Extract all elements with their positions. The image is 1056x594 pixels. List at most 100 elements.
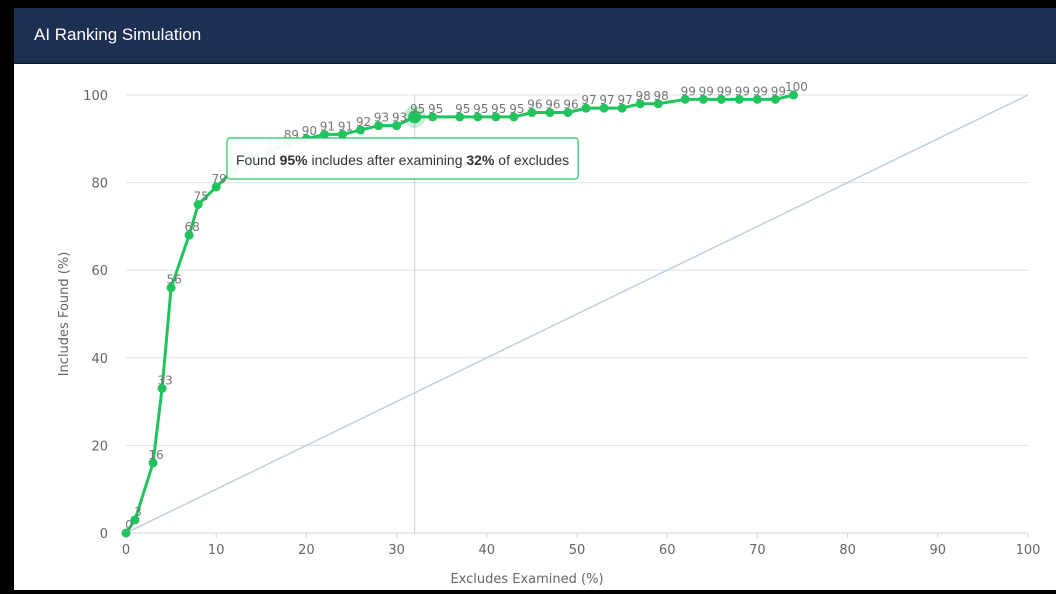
point-label-32: 99 bbox=[681, 84, 696, 98]
data-point-25 bbox=[545, 108, 555, 118]
x-tick-label-0: 0 bbox=[122, 543, 130, 558]
point-label-16: 93 bbox=[374, 111, 389, 125]
data-point-3 bbox=[157, 383, 167, 393]
data-point-24 bbox=[527, 108, 537, 118]
data-point-13 bbox=[319, 129, 329, 139]
tooltip-middle: includes after examining bbox=[308, 152, 467, 168]
highlight-point bbox=[408, 110, 422, 124]
x-axis-title: Excludes Examined (%) bbox=[450, 572, 603, 587]
series-layer bbox=[121, 90, 798, 538]
tooltip: Found 95% includes after examining 32% o… bbox=[226, 137, 579, 180]
data-point-20 bbox=[455, 112, 465, 122]
tooltip-text: Found 95% includes after examining 32% o… bbox=[236, 152, 569, 168]
data-point-31 bbox=[653, 99, 663, 109]
point-label-2: 16 bbox=[148, 448, 163, 462]
title-bar: AI Ranking Simulation bbox=[14, 8, 1056, 64]
y-tick-label-40: 40 bbox=[91, 352, 108, 367]
y-tick-label-60: 60 bbox=[91, 264, 108, 279]
x-tick-label-30: 30 bbox=[388, 543, 405, 558]
x-tick-label-70: 70 bbox=[749, 543, 766, 558]
tooltip-box bbox=[226, 137, 579, 180]
point-label-33: 99 bbox=[699, 84, 714, 98]
point-label-20: 95 bbox=[455, 102, 470, 116]
y-tick-label-100: 100 bbox=[83, 89, 108, 104]
point-label-35: 99 bbox=[735, 84, 750, 98]
x-tick-label-40: 40 bbox=[479, 543, 496, 558]
tooltip-suffix: of excludes bbox=[494, 152, 569, 168]
x-tick-label-50: 50 bbox=[569, 543, 586, 558]
tooltip-excludes-value: 32% bbox=[466, 152, 495, 168]
chart-window: AI Ranking Simulation 0 20 40 60 80 100 0 10 20 3… bbox=[14, 8, 1056, 590]
chart-title: AI Ranking Simulation bbox=[34, 25, 202, 44]
data-point-23 bbox=[509, 112, 519, 122]
point-label-19: 95 bbox=[428, 102, 443, 116]
point-label-34: 99 bbox=[717, 84, 732, 98]
baseline-line bbox=[125, 94, 1029, 534]
point-label-26: 96 bbox=[563, 98, 578, 112]
data-point-21 bbox=[473, 112, 483, 122]
point-label-37: 99 bbox=[771, 84, 786, 98]
data-point-14 bbox=[337, 129, 347, 139]
data-point-7 bbox=[211, 182, 221, 192]
point-label-12: 90 bbox=[302, 124, 317, 138]
x-tick-label-100: 100 bbox=[1016, 543, 1041, 558]
data-point-22 bbox=[491, 112, 501, 122]
data-point-29 bbox=[617, 103, 627, 113]
data-point-37 bbox=[770, 94, 780, 104]
data-point-17 bbox=[392, 121, 402, 131]
point-label-36: 99 bbox=[753, 84, 768, 98]
point-label-28: 97 bbox=[599, 93, 614, 107]
point-label-15: 92 bbox=[356, 115, 371, 129]
point-label-21: 95 bbox=[473, 102, 488, 116]
data-point-19 bbox=[428, 112, 438, 122]
data-point-34 bbox=[716, 94, 726, 104]
y-tick-label-0: 0 bbox=[100, 527, 108, 542]
point-label-0: 0 bbox=[125, 518, 133, 532]
data-point-32 bbox=[680, 94, 690, 104]
point-label-29: 97 bbox=[617, 93, 632, 107]
point-label-5: 68 bbox=[184, 220, 199, 234]
point-label-3: 33 bbox=[157, 373, 172, 387]
baseline-layer bbox=[125, 94, 1029, 534]
point-label-23: 95 bbox=[509, 102, 524, 116]
point-labels: 0316335668757987899091919293939595959595… bbox=[125, 80, 808, 532]
data-point-6 bbox=[193, 200, 203, 209]
x-tick-label-60: 60 bbox=[659, 543, 676, 558]
point-label-38: 100 bbox=[785, 80, 808, 94]
y-axis-title: Includes Found (%) bbox=[57, 252, 72, 377]
x-tick-label-10: 10 bbox=[208, 543, 225, 558]
point-label-14: 91 bbox=[338, 119, 353, 133]
tooltip-prefix: Found bbox=[236, 152, 280, 168]
grid-lines bbox=[126, 94, 1028, 446]
x-tick-label-80: 80 bbox=[839, 543, 856, 558]
point-label-30: 98 bbox=[635, 89, 650, 103]
data-point-27 bbox=[581, 103, 591, 113]
point-label-7: 79 bbox=[212, 172, 227, 186]
data-point-4 bbox=[166, 283, 176, 293]
point-label-13: 91 bbox=[320, 119, 335, 133]
point-label-4: 56 bbox=[166, 273, 181, 287]
x-tick-label-90: 90 bbox=[930, 543, 947, 558]
point-label-22: 95 bbox=[491, 102, 506, 116]
tooltip-includes-value: 95% bbox=[280, 152, 309, 168]
data-point-15 bbox=[356, 125, 366, 135]
point-label-24: 96 bbox=[527, 98, 542, 112]
y-tick-label-80: 80 bbox=[91, 177, 108, 192]
point-label-31: 98 bbox=[654, 89, 669, 103]
data-point-0 bbox=[121, 528, 131, 538]
data-point-16 bbox=[374, 121, 384, 131]
point-label-18: 95 bbox=[410, 102, 425, 116]
data-point-26 bbox=[563, 108, 573, 118]
data-point-38 bbox=[788, 90, 798, 100]
data-point-33 bbox=[698, 94, 708, 104]
data-point-2 bbox=[148, 458, 158, 468]
point-label-27: 97 bbox=[581, 93, 596, 107]
y-tick-label-20: 20 bbox=[91, 439, 108, 454]
point-label-1: 3 bbox=[134, 505, 142, 519]
point-label-6: 75 bbox=[194, 190, 209, 204]
x-tick-label-20: 20 bbox=[298, 543, 315, 558]
point-label-25: 96 bbox=[545, 98, 560, 112]
data-point-35 bbox=[734, 94, 744, 104]
